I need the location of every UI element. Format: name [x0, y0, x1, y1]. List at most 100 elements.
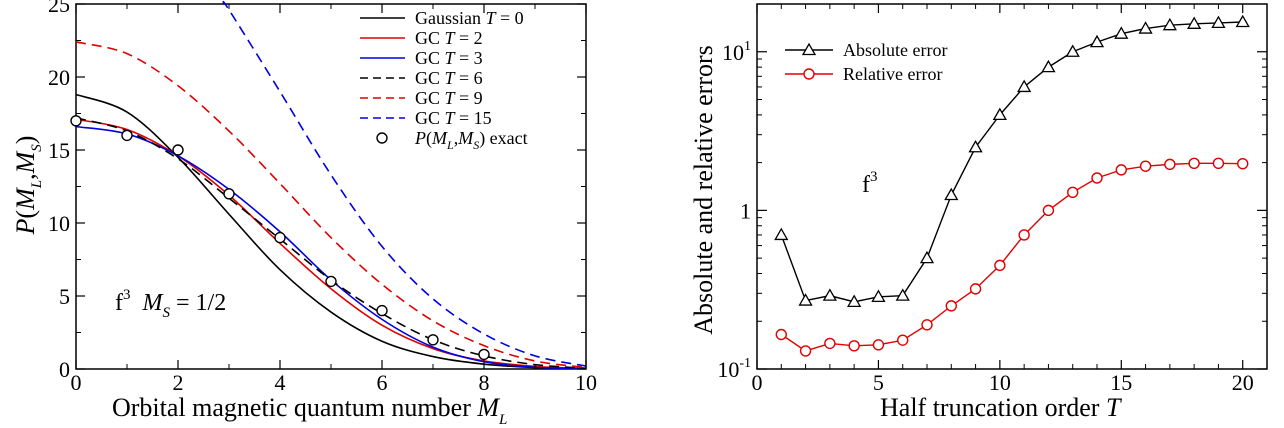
abs-error-point: [1187, 16, 1202, 29]
exact-point: [274, 231, 286, 244]
exact-point: [223, 188, 235, 200]
legend2-marker-abs: [801, 42, 817, 56]
axes-2: 0 5 10 15 20 10-1 1 101: [717, 3, 1268, 395]
y-tick-label-2: 101: [722, 39, 751, 65]
exact-point: [70, 115, 82, 127]
rel-error-point: [824, 337, 836, 350]
x-axis-title: Orbital magnetic quantum number ML: [112, 393, 507, 428]
series-line-0: [75, 93, 587, 370]
rel-error-point: [1212, 157, 1225, 170]
legend-label-exact: P(ML,MS) exact: [414, 128, 528, 152]
legend-label-3: GC T = 6: [415, 68, 483, 88]
y-tick-label: 0: [59, 357, 70, 382]
y-tick-label: 20: [48, 65, 70, 90]
rel-error-point: [1091, 172, 1103, 184]
series-line-2: [75, 125, 587, 370]
abs-error-point: [968, 139, 983, 153]
rel-error-point: [1115, 164, 1127, 176]
legend-label-1: GC T = 2: [415, 28, 483, 48]
legend2-marker-rel: [803, 68, 815, 80]
rel-error-point: [969, 283, 982, 295]
x-tick-label: 0: [71, 370, 82, 395]
abs-error-point: [1041, 59, 1056, 73]
abs-error-point: [1235, 14, 1250, 28]
plot-frame-2: [756, 3, 1268, 370]
x-tick-label: 10: [575, 370, 597, 395]
rel-error-point: [799, 345, 812, 357]
series-line-2-1: [780, 162, 1243, 352]
abs-error-point: [992, 107, 1007, 121]
abs-error-point: [1162, 17, 1177, 31]
rel-error-point: [897, 334, 909, 346]
x-tick-label-2: 0: [752, 370, 763, 395]
legend-label-0: Gaussian T = 0: [415, 8, 524, 28]
abs-error-point: [1065, 44, 1080, 57]
series-line-1: [75, 118, 587, 370]
y-axis-title-2: Absolute and relative errors: [689, 45, 718, 335]
exact-point: [478, 348, 490, 361]
chart-ml-distribution: 0 2 4 6 8 10 0 5 10 15 20 25 Gaussian T = 0GC T = 2…: [11, 0, 597, 428]
abs-error-point: [1138, 21, 1153, 34]
rel-error-point: [1139, 160, 1152, 172]
x-axis-title-2: Half truncation order T: [880, 393, 1122, 422]
series-line-3: [75, 117, 587, 370]
annotation-f3: f3: [862, 169, 878, 198]
rel-error-point: [945, 300, 957, 312]
y-tick-label: 15: [48, 138, 70, 163]
abs-error-point: [1114, 26, 1129, 39]
rel-error-point: [848, 340, 860, 352]
annotation-f3-ms: f3 MS = 1/2: [115, 287, 226, 321]
y-tick-label: 5: [59, 284, 70, 309]
x-tick-label: 2: [173, 370, 184, 395]
x-tick-label: 4: [275, 370, 286, 395]
abs-error-point: [1017, 79, 1032, 93]
y-tick-label-2: 10-1: [717, 356, 751, 382]
abs-error-point: [1089, 34, 1105, 48]
rel-error-point: [1018, 229, 1030, 241]
legend-swatch-exact: [376, 132, 388, 144]
legend2-label-0: Absolute error: [843, 40, 947, 60]
abs-error-point: [774, 227, 789, 241]
axes: 0 2 4 6 8 10 0 5 10 15 20 25: [48, 0, 597, 395]
rel-error-point: [1067, 186, 1079, 199]
abs-error-point: [871, 289, 886, 303]
rel-error-point: [1188, 157, 1200, 170]
y-tick-label: 10: [48, 211, 70, 236]
rel-error-point: [1042, 204, 1055, 217]
rel-error-point: [872, 339, 885, 351]
y-tick-label-2: 1: [740, 198, 751, 223]
y-axis-title: P(ML,MS): [11, 136, 45, 236]
exact-point: [427, 334, 439, 346]
rel-error-point: [775, 328, 787, 341]
series-line-4: [75, 41, 587, 369]
y-tick-label: 25: [48, 0, 70, 17]
exact-point: [325, 275, 337, 288]
x-tick-label-2: 5: [873, 370, 884, 395]
abs-error-point: [895, 288, 910, 301]
abs-error-point: [919, 250, 935, 264]
abs-error-point: [847, 294, 862, 308]
legend2-label-1: Relative error: [843, 64, 942, 84]
x-tick-label: 8: [479, 370, 490, 395]
rel-error-point: [1164, 158, 1176, 171]
plot-area-2: [774, 14, 1250, 357]
series-line-5: [222, 1, 587, 367]
exact-point: [121, 129, 133, 142]
legend-label-2: GC T = 3: [415, 48, 483, 68]
svg-text:Absolute and relative errors: Absolute and relative errors: [689, 45, 718, 335]
svg-text:P(ML,MS): P(ML,MS): [11, 136, 45, 236]
plot-area: [70, 1, 587, 370]
rel-error-point: [921, 319, 933, 331]
x-tick-label-2: 20: [1232, 370, 1254, 395]
rel-error-point: [994, 259, 1006, 272]
abs-error-point: [822, 288, 837, 301]
exact-point: [172, 144, 184, 156]
abs-error-point: [798, 293, 813, 306]
legend-2: Absolute error Relative error: [785, 40, 947, 84]
x-tick-label-2: 10: [989, 370, 1011, 395]
x-tick-label-2: 15: [1110, 370, 1132, 395]
legend: Gaussian T = 0GC T = 2GC T = 3GC T = 6GC…: [360, 8, 528, 152]
rel-error-point: [1237, 157, 1249, 170]
abs-error-point: [1211, 15, 1226, 29]
